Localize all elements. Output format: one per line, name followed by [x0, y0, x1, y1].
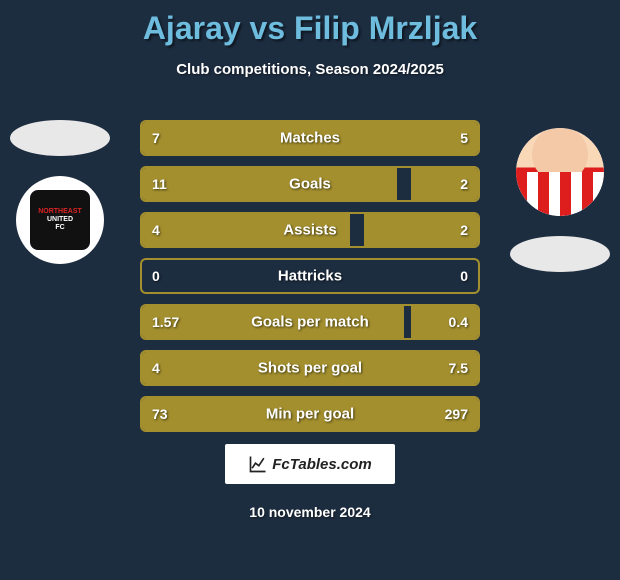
stats-bars: 75Matches 112Goals 42Assists 00Hattricks 1.5…: [140, 120, 480, 432]
brand-text: FcTables.com: [272, 456, 371, 473]
fctables-logo: FcTables.com: [225, 444, 395, 484]
left-avatars: NORTHEAST UNITED FC: [10, 120, 110, 264]
stat-row: 00Hattricks: [140, 258, 480, 294]
stat-label: Shots per goal: [142, 360, 478, 377]
northeast-united-badge: NORTHEAST UNITED FC: [24, 184, 96, 256]
subtitle: Club competitions, Season 2024/2025: [0, 61, 620, 78]
stat-label: Hattricks: [142, 268, 478, 285]
player2-club-badge: [510, 236, 610, 272]
stat-row: 42Assists: [140, 212, 480, 248]
vs-text: vs: [250, 10, 286, 46]
stat-row: 1.570.4Goals per match: [140, 304, 480, 340]
stat-row: 47.5Shots per goal: [140, 350, 480, 386]
page-title: Ajaray vs Filip Mrzljak: [0, 0, 620, 47]
player2-face-icon: [516, 128, 604, 216]
stat-row: 112Goals: [140, 166, 480, 202]
stat-label: Goals: [142, 176, 478, 193]
stat-label: Matches: [142, 130, 478, 147]
badge-line2: UNITED: [47, 216, 73, 224]
badge-line1: NORTHEAST: [38, 208, 82, 216]
player2-avatar: [516, 128, 604, 216]
stat-label: Assists: [142, 222, 478, 239]
badge-line3: FC: [55, 224, 64, 232]
stat-row: 75Matches: [140, 120, 480, 156]
stat-label: Min per goal: [142, 406, 478, 423]
player1-avatar: [10, 120, 110, 156]
stat-row: 73297Min per goal: [140, 396, 480, 432]
player2-name: Filip Mrzljak: [294, 10, 477, 46]
right-avatars: [510, 128, 610, 272]
date-text: 10 november 2024: [0, 504, 620, 520]
player1-club-badge: NORTHEAST UNITED FC: [16, 176, 104, 264]
chart-icon: [248, 454, 268, 474]
stat-label: Goals per match: [142, 314, 478, 331]
player1-name: Ajaray: [143, 10, 241, 46]
